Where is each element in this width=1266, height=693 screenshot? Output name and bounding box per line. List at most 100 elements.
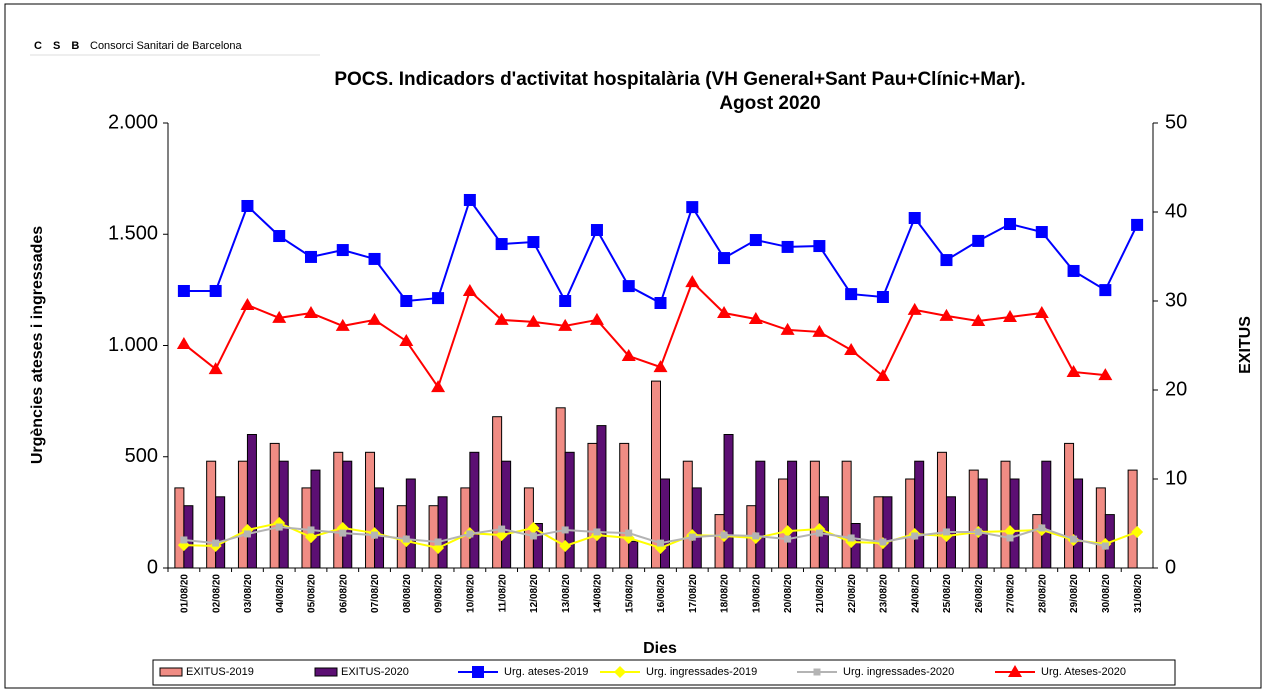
line bbox=[183, 197, 1139, 305]
x-tick-label: 06/08/20 bbox=[338, 574, 349, 613]
y-tick-label: 500 bbox=[125, 445, 158, 467]
x-tick-label: 08/08/20 bbox=[402, 574, 413, 613]
bar bbox=[587, 442, 598, 569]
bar bbox=[873, 496, 884, 569]
marker bbox=[434, 538, 442, 546]
x-tick-label: 31/08/20 bbox=[1133, 574, 1144, 613]
marker bbox=[558, 318, 573, 331]
y2-tick-label: 0 bbox=[1165, 556, 1176, 578]
marker bbox=[879, 538, 887, 546]
marker bbox=[498, 525, 506, 533]
x-tick-label: 15/08/20 bbox=[624, 574, 635, 613]
marker bbox=[622, 280, 635, 293]
marker bbox=[657, 539, 664, 547]
x-tick-label: 04/08/20 bbox=[275, 574, 286, 613]
marker bbox=[335, 318, 350, 331]
bar bbox=[365, 451, 376, 569]
bar bbox=[1000, 460, 1011, 569]
marker bbox=[402, 535, 410, 543]
bar bbox=[651, 380, 661, 569]
marker bbox=[241, 199, 254, 212]
marker bbox=[559, 539, 572, 552]
marker bbox=[526, 314, 541, 327]
marker bbox=[1004, 218, 1017, 231]
y-tick-label: 0 bbox=[147, 556, 158, 578]
marker bbox=[685, 275, 700, 288]
marker bbox=[907, 302, 922, 315]
marker bbox=[462, 283, 477, 296]
bar bbox=[437, 496, 448, 569]
marker bbox=[303, 306, 318, 319]
marker bbox=[1035, 226, 1048, 239]
legend-label: Urg. ingressades-2020 bbox=[843, 666, 954, 678]
bar bbox=[428, 505, 439, 569]
legend-label: Urg. Ateses-2020 bbox=[1041, 666, 1126, 678]
marker bbox=[561, 526, 569, 534]
marker bbox=[336, 244, 349, 257]
y-tick-label: 1.000 bbox=[108, 334, 158, 356]
legend-label: Urg. ingressades-2019 bbox=[646, 666, 757, 678]
x-tick-label: 16/08/20 bbox=[656, 574, 667, 613]
marker bbox=[559, 295, 572, 307]
marker bbox=[781, 240, 794, 253]
marker bbox=[367, 312, 382, 325]
marker bbox=[1034, 306, 1049, 319]
marker bbox=[1006, 534, 1014, 542]
x-tick-label: 13/08/20 bbox=[561, 574, 572, 613]
y2-tick-label: 10 bbox=[1165, 467, 1187, 489]
bar bbox=[977, 478, 988, 569]
marker bbox=[908, 212, 921, 225]
bar bbox=[215, 496, 226, 569]
bar bbox=[460, 487, 471, 569]
x-tick-label: 24/08/20 bbox=[910, 574, 921, 613]
marker bbox=[720, 531, 728, 539]
marker bbox=[686, 201, 699, 214]
marker bbox=[400, 295, 413, 307]
marker bbox=[304, 531, 317, 544]
marker bbox=[1098, 368, 1113, 381]
marker bbox=[368, 252, 381, 265]
bar bbox=[564, 451, 575, 569]
marker bbox=[1131, 218, 1144, 231]
marker bbox=[593, 528, 601, 536]
bar bbox=[342, 460, 353, 569]
bar bbox=[1032, 514, 1043, 569]
bar bbox=[619, 442, 630, 569]
marker bbox=[625, 529, 633, 537]
y-tick-label: 2.000 bbox=[108, 111, 158, 133]
marker bbox=[781, 525, 794, 538]
x-tick-label: 23/08/20 bbox=[879, 574, 890, 613]
marker bbox=[1067, 264, 1080, 277]
bar bbox=[596, 425, 607, 569]
marker bbox=[780, 322, 795, 335]
bar bbox=[278, 460, 289, 569]
marker bbox=[371, 531, 379, 539]
marker bbox=[974, 528, 982, 536]
marker bbox=[939, 308, 954, 321]
marker bbox=[812, 324, 827, 337]
legend-swatch bbox=[159, 667, 183, 677]
bar bbox=[882, 496, 893, 569]
marker bbox=[339, 529, 347, 537]
x-tick-label: 07/08/20 bbox=[370, 574, 381, 613]
marker bbox=[1066, 364, 1081, 377]
marker bbox=[815, 529, 823, 537]
marker bbox=[589, 312, 604, 325]
bar bbox=[1041, 460, 1052, 569]
marker bbox=[653, 360, 668, 373]
y2-tick-label: 50 bbox=[1165, 111, 1187, 133]
bar bbox=[809, 460, 820, 569]
marker bbox=[717, 306, 732, 319]
marker bbox=[495, 238, 508, 251]
bar bbox=[532, 523, 543, 569]
marker bbox=[243, 530, 251, 538]
marker bbox=[275, 523, 283, 531]
bar bbox=[405, 478, 416, 569]
marker bbox=[208, 362, 223, 375]
x-axis-label: Dies bbox=[643, 640, 677, 657]
bar bbox=[682, 460, 693, 569]
legend-label: EXITUS-2020 bbox=[341, 666, 409, 678]
y2-axis-label: EXITUS bbox=[1237, 316, 1254, 374]
marker bbox=[212, 539, 220, 547]
marker bbox=[240, 298, 255, 311]
